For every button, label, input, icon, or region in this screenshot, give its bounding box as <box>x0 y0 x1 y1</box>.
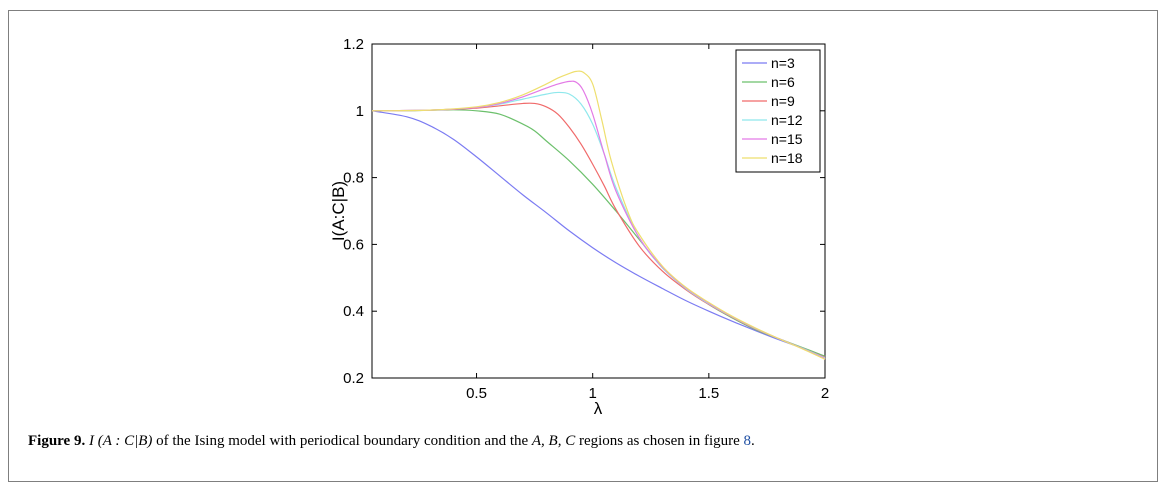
legend-entry: n=3 <box>771 55 795 71</box>
legend-entry: n=12 <box>771 112 803 128</box>
series-line-n-18 <box>371 70 826 360</box>
y-tick-label: 1.2 <box>343 36 364 53</box>
legend-entry: n=15 <box>771 131 803 147</box>
caption-expression: I (A : C|B) <box>88 433 153 449</box>
legend-entry: n=9 <box>771 93 795 109</box>
legend: n=3 n=6 n=9 n=12 n=15 n=18 <box>735 49 821 173</box>
x-tick-label: 0.5 <box>466 385 487 402</box>
series-lines <box>371 70 826 360</box>
legend-entry: n=18 <box>771 150 803 166</box>
x-tick-label: 1.5 <box>698 385 719 402</box>
caption-end: . <box>751 433 755 449</box>
y-tick-label: 0.8 <box>343 170 364 187</box>
y-tick-label: 0.4 <box>343 303 364 320</box>
legend-entry: n=6 <box>771 74 795 90</box>
y-tick-label: 0.2 <box>343 370 364 387</box>
caption-label: Figure 9. <box>28 433 86 449</box>
series-line-n-3 <box>371 110 826 357</box>
figure-caption: Figure 9. I (A : C|B) of the Ising model… <box>28 433 1138 450</box>
series-line-n-6 <box>371 109 826 357</box>
caption-text-2: regions as chosen in figure <box>575 433 744 449</box>
legend-box <box>735 49 821 173</box>
x-axis-label: λ <box>594 399 603 418</box>
caption-regions: A, B, C <box>531 433 576 449</box>
y-tick-label: 1 <box>356 103 364 120</box>
y-tick-label: 0.6 <box>343 236 364 253</box>
y-axis-label: I(A:C|B) <box>329 181 348 241</box>
x-tick-label: 2 <box>821 385 829 402</box>
line-chart: 0.5 1 1.5 20.20.40.60.811.2 λ I(A:C|B) n=3n… <box>329 36 829 418</box>
x-tick-label: 1 <box>589 385 597 402</box>
axis-ticks: 0.5 1 1.5 2 0.2 0.4 0.6 0.8 1 1.2 <box>343 36 829 402</box>
caption-figure-link[interactable]: 8 <box>743 433 752 449</box>
caption-text-1: of the Ising model with periodical bound… <box>152 433 532 449</box>
